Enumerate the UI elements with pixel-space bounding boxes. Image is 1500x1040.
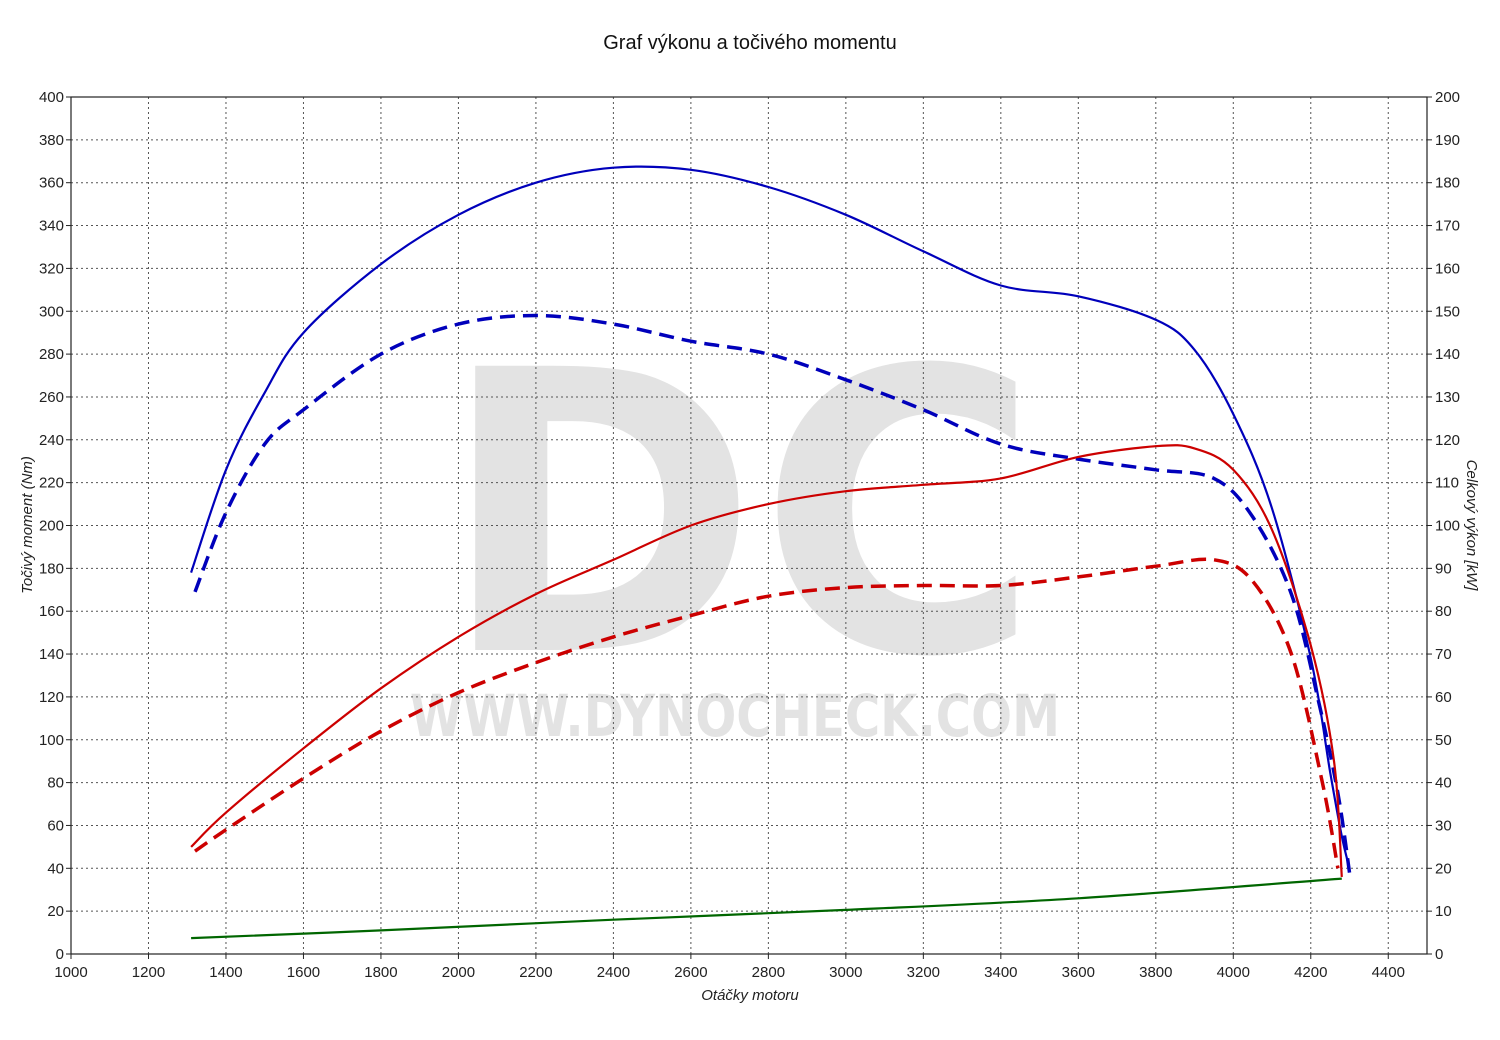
x-tick-label: 3400 xyxy=(984,964,1017,981)
x-tick-label: 3000 xyxy=(829,964,862,981)
y-right-tick-label: 90 xyxy=(1435,560,1452,577)
series-line-4 xyxy=(193,557,1340,869)
y-right-tick-label: 20 xyxy=(1435,860,1452,877)
x-tick-label: 3600 xyxy=(1062,964,1095,981)
y-right-tick-label: 180 xyxy=(1435,175,1460,192)
x-tick-label: 2200 xyxy=(519,964,552,981)
grid xyxy=(71,97,1427,954)
y-left-tick-label: 300 xyxy=(39,303,64,320)
y-axis-right-label: Celkový výkon [kW] xyxy=(1463,460,1480,592)
series-line-2 xyxy=(193,313,1352,873)
y-right-tick-label: 70 xyxy=(1435,646,1452,663)
y-right-tick-label: 190 xyxy=(1435,132,1460,149)
x-tick-label: 2400 xyxy=(597,964,630,981)
y-left-tick-label: 320 xyxy=(39,260,64,277)
x-tick-label: 2600 xyxy=(674,964,707,981)
y-right-tick-label: 120 xyxy=(1435,432,1460,449)
y-axis-right-ticks: 0 10 20 30 40 50 60 70 80 90 100 110 120 130 140 150 160… xyxy=(1427,89,1460,963)
x-tick-label: 3200 xyxy=(907,964,940,981)
x-axis-label: Otáčky motoru xyxy=(701,987,799,1004)
chart-title: Graf výkonu a točivého momentu xyxy=(603,32,897,54)
y-right-tick-label: 200 xyxy=(1435,89,1460,106)
x-tick-label: 1800 xyxy=(364,964,397,981)
y-right-tick-label: 80 xyxy=(1435,603,1452,620)
x-tick-label: 4400 xyxy=(1372,964,1405,981)
y-axis-left-label: Točivý moment (Nm) xyxy=(19,456,36,594)
x-tick-label: 1600 xyxy=(287,964,320,981)
x-tick-label: 1400 xyxy=(209,964,242,981)
series-line-5 xyxy=(191,877,1342,940)
y-axis-left-ticks: 0 20 40 60 80 100 120 140 160 180 200 220 240 260 280 3… xyxy=(39,89,71,963)
y-left-tick-label: 100 xyxy=(39,732,64,749)
y-right-tick-label: 140 xyxy=(1435,346,1460,363)
watermark: DC WWW.DYNOCHECK.COM xyxy=(410,288,1060,750)
y-right-tick-label: 130 xyxy=(1435,389,1460,406)
watermark-logo: DC xyxy=(440,288,1040,742)
series-line-3 xyxy=(190,444,1343,877)
y-left-tick-label: 340 xyxy=(39,218,64,235)
x-axis-ticks: 1000 1200 1400 1600 1800 2000 2200 2400 2600 2800… xyxy=(54,954,1405,981)
series-group xyxy=(190,165,1352,940)
y-right-tick-label: 50 xyxy=(1435,732,1452,749)
y-left-tick-label: 160 xyxy=(39,603,64,620)
y-left-tick-label: 140 xyxy=(39,646,64,663)
y-right-tick-label: 100 xyxy=(1435,518,1460,535)
x-tick-label: 2000 xyxy=(442,964,475,981)
y-left-tick-label: 220 xyxy=(39,475,64,492)
y-left-tick-label: 0 xyxy=(56,946,64,963)
x-tick-label: 2800 xyxy=(752,964,785,981)
x-tick-label: 4000 xyxy=(1217,964,1250,981)
y-left-tick-label: 120 xyxy=(39,689,64,706)
x-tick-label: 1200 xyxy=(132,964,165,981)
y-right-tick-label: 110 xyxy=(1435,475,1459,492)
x-tick-label: 3800 xyxy=(1139,964,1172,981)
y-left-tick-label: 200 xyxy=(39,518,64,535)
y-right-tick-label: 160 xyxy=(1435,260,1460,277)
y-left-tick-label: 360 xyxy=(39,175,64,192)
y-left-tick-label: 240 xyxy=(39,432,64,449)
y-right-tick-label: 0 xyxy=(1435,946,1443,963)
y-right-tick-label: 60 xyxy=(1435,689,1452,706)
y-right-tick-label: 170 xyxy=(1435,218,1460,235)
x-tick-label: 1000 xyxy=(54,964,87,981)
y-right-tick-label: 40 xyxy=(1435,775,1452,792)
y-right-tick-label: 150 xyxy=(1435,303,1460,320)
y-left-tick-label: 380 xyxy=(39,132,64,149)
y-right-tick-label: 10 xyxy=(1435,903,1452,920)
y-left-tick-label: 260 xyxy=(39,389,64,406)
y-left-tick-label: 20 xyxy=(47,903,64,920)
y-left-tick-label: 280 xyxy=(39,346,64,363)
y-left-tick-label: 60 xyxy=(47,817,64,834)
y-left-tick-label: 400 xyxy=(39,89,64,106)
y-left-tick-label: 80 xyxy=(47,775,64,792)
watermark-url: WWW.DYNOCHECK.COM xyxy=(410,682,1060,750)
x-tick-label: 4200 xyxy=(1294,964,1327,981)
y-right-tick-label: 30 xyxy=(1435,817,1452,834)
y-left-tick-label: 40 xyxy=(47,860,64,877)
y-left-tick-label: 180 xyxy=(39,560,64,577)
